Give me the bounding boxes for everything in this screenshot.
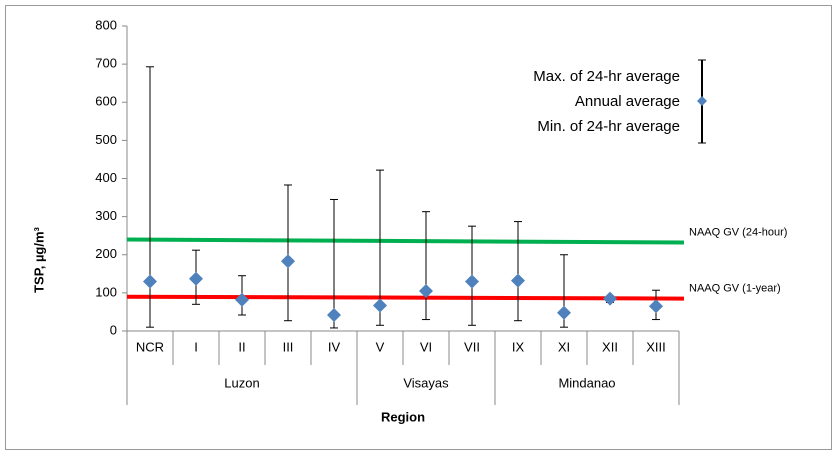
guideline	[126, 237, 685, 245]
x-tick-label: VII	[464, 339, 480, 354]
x-tick-label: I	[194, 339, 198, 354]
x-axis-label: Region	[381, 409, 425, 424]
x-tick-label: NCR	[136, 339, 164, 354]
mean-marker	[603, 291, 617, 306]
y-tick-label: 100	[95, 284, 117, 299]
mean-marker	[511, 273, 525, 288]
y-tick-label: 500	[95, 132, 117, 147]
x-tick-label: IX	[512, 339, 525, 354]
x-tick-label: XI	[558, 339, 570, 354]
mean-marker	[373, 298, 387, 313]
x-tick-label: II	[238, 339, 245, 354]
mean-marker	[143, 274, 157, 289]
y-tick-label: 0	[110, 322, 117, 337]
y-tick-label: 400	[95, 170, 117, 185]
group-label: Mindanao	[558, 375, 615, 390]
legend-label: Annual average	[575, 93, 680, 110]
mean-marker	[465, 274, 479, 289]
y-tick-label: 800	[95, 17, 117, 32]
group-label: Visayas	[403, 375, 449, 390]
guideline-label: NAAQ GV (1-year)	[689, 283, 781, 295]
mean-marker	[419, 283, 433, 298]
mean-marker	[281, 254, 295, 269]
y-tick-label: 600	[95, 94, 117, 109]
y-tick-label: 200	[95, 246, 117, 261]
y-tick-label: 700	[95, 56, 117, 71]
guideline	[126, 294, 685, 301]
x-tick-label: III	[283, 339, 294, 354]
guideline-label: NAAQ GV (24-hour)	[689, 226, 787, 238]
legend-label: Max. of 24-hr average	[533, 68, 680, 85]
x-tick-label: XIII	[646, 339, 666, 354]
x-tick-label: V	[376, 339, 385, 354]
mean-marker	[189, 271, 203, 286]
y-tick-label: 300	[95, 208, 117, 223]
y-axis-label: TSP, µg/m³	[31, 226, 46, 292]
mean-marker	[327, 307, 341, 322]
x-tick-label: VI	[420, 339, 432, 354]
mean-marker	[649, 299, 663, 314]
x-tick-label: IV	[328, 339, 341, 354]
legend-label: Min. of 24-hr average	[537, 118, 680, 135]
x-tick-label: XII	[602, 339, 618, 354]
mean-marker	[557, 305, 571, 320]
legend-marker	[697, 96, 707, 106]
mean-marker	[235, 292, 249, 307]
group-label: Luzon	[224, 375, 259, 390]
chart-border	[5, 5, 832, 450]
